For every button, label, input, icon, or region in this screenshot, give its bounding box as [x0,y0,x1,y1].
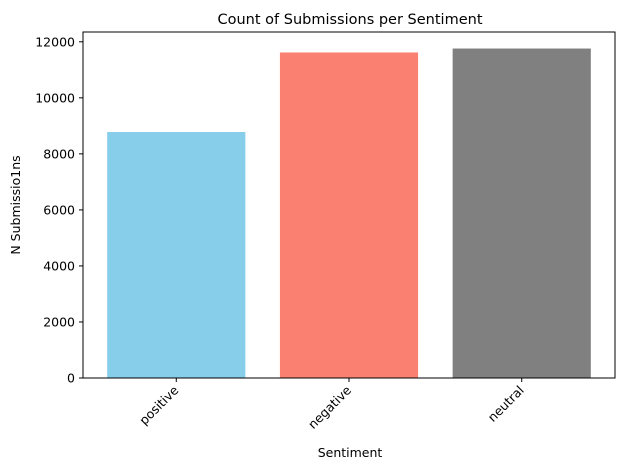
y-tick-label: 2000 [43,314,75,329]
bar-positive [107,132,246,378]
y-axis: 0 2000 4000 6000 8000 10000 12000 [35,34,83,386]
x-axis: positive negative neutral [136,378,527,432]
y-tick-label: 12000 [35,34,75,49]
x-tick-label-negative: negative [305,382,354,431]
chart-title: Count of Submissions per Sentiment [217,12,482,28]
y-tick-label: 0 [67,371,75,386]
x-tick-label-neutral: neutral [485,383,527,425]
y-tick-label: 8000 [43,146,75,161]
bar-negative [279,52,419,379]
y-axis-label: N Submissio1ns [8,155,23,254]
x-tick-label-positive: positive [136,382,181,427]
y-tick-label: 10000 [35,90,75,105]
bar-neutral [452,48,591,379]
bars-layer [107,48,591,379]
x-axis-label: Sentiment [318,445,383,460]
y-tick-label: 6000 [43,202,75,217]
plot-frame [82,31,616,379]
y-tick-label: 4000 [43,258,75,273]
